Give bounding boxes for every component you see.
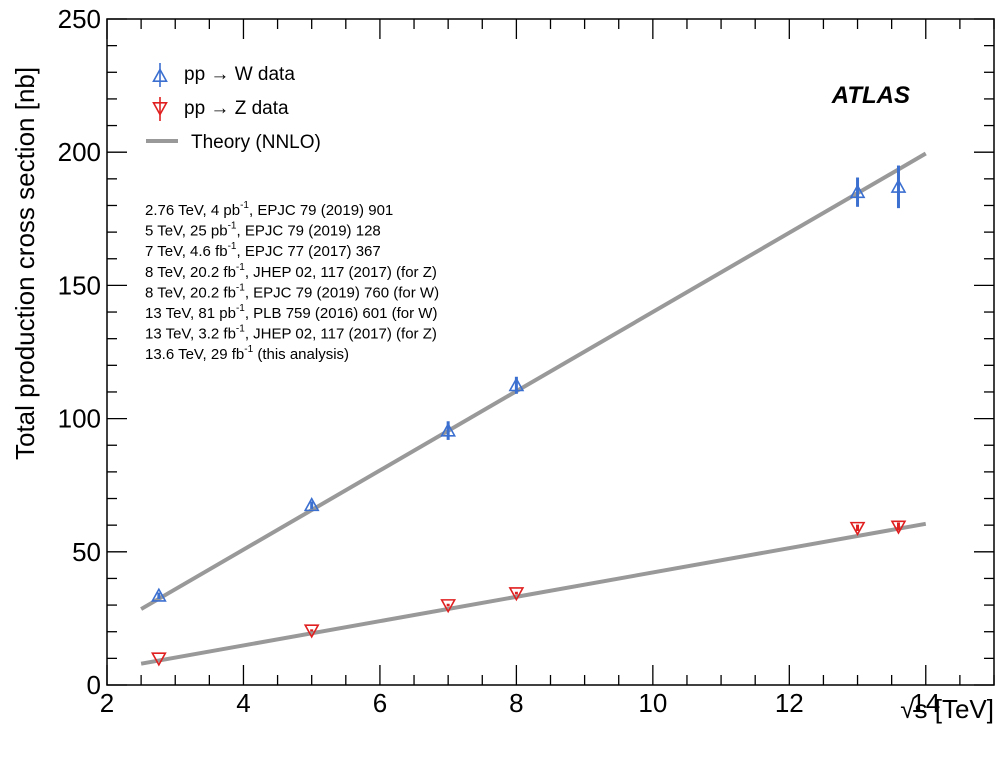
z-data-point — [849, 521, 866, 536]
reference-text: 8 TeV, 20.2 fb — [145, 284, 236, 301]
z-data-point — [440, 599, 457, 614]
w-data-point — [849, 184, 866, 199]
reference-citation: , EPJC 77 (2017) 367 — [236, 243, 380, 260]
reference-text: 5 TeV, 25 pb — [145, 223, 228, 240]
legend-w-triangle — [152, 67, 168, 82]
reference-text: 2.76 TeV, 4 pb — [145, 202, 240, 219]
reference-line: 13.6 TeV, 29 fb-1 (this analysis) — [145, 344, 349, 363]
w-data-point — [508, 377, 525, 392]
reference-citation: , PLB 759 (2016) 601 (for W) — [245, 305, 438, 322]
x-tick-label: 14 — [911, 688, 940, 718]
reference-text: 8 TeV, 20.2 fb — [145, 264, 236, 281]
z-data-point — [508, 587, 525, 602]
reference-text: 13 TeV, 3.2 fb — [145, 326, 236, 343]
x-tick-label: 2 — [100, 688, 114, 718]
reference-text: 7 TeV, 4.6 fb — [145, 243, 228, 260]
y-tick-label: 200 — [58, 137, 101, 167]
z-data-point — [303, 624, 320, 639]
reference-citation: , EPJC 79 (2019) 128 — [237, 223, 381, 240]
theory-line — [140, 151, 927, 611]
legend: pp → W data pp → Z data Theory (NNLO) — [146, 63, 321, 153]
x-axis-title: √s [TeV] — [900, 694, 994, 724]
reference-superscript: -1 — [228, 221, 237, 232]
reference-superscript: -1 — [236, 324, 245, 335]
legend-z-marker — [152, 97, 168, 121]
legend-theory-label: Theory (NNLO) — [191, 132, 321, 153]
reference-superscript: -1 — [228, 241, 237, 252]
x-tick-label: 6 — [373, 688, 387, 718]
x-tick-label: 10 — [638, 688, 667, 718]
legend-z-label: pp → Z data — [184, 98, 289, 119]
reference-superscript: -1 — [236, 262, 245, 273]
y-tick-label: 150 — [58, 270, 101, 300]
reference-superscript: -1 — [236, 282, 245, 293]
y-axis-ticks: 0 50 100 150 200 250 — [58, 4, 994, 700]
x-tick-label: 4 — [236, 688, 250, 718]
w-data-point — [440, 422, 457, 437]
theory-lines — [140, 151, 927, 666]
reference-line: 8 TeV, 20.2 fb-1, EPJC 79 (2019) 760 (fo… — [145, 282, 439, 301]
z-data-point — [150, 652, 167, 667]
reference-citation: , JHEP 02, 117 (2017) (for Z) — [245, 264, 437, 281]
reference-line: 5 TeV, 25 pb-1, EPJC 79 (2019) 128 — [145, 221, 381, 240]
reference-line: 2.76 TeV, 4 pb-1, EPJC 79 (2019) 901 — [145, 200, 393, 219]
y-axis-title: Total production cross section [nb] — [10, 67, 40, 460]
y-tick-label: 0 — [87, 670, 101, 700]
w-data-point — [890, 178, 907, 193]
y-tick-label: 250 — [58, 4, 101, 34]
data-markers — [150, 165, 907, 667]
atlas-label: ATLAS — [831, 82, 910, 109]
reference-text: 13.6 TeV, 29 fb — [145, 346, 244, 363]
reference-line: 7 TeV, 4.6 fb-1, EPJC 77 (2017) 367 — [145, 241, 381, 260]
reference-text: 13 TeV, 81 pb — [145, 305, 236, 322]
z-data-point — [890, 520, 907, 535]
theory-line — [140, 521, 927, 666]
reference-line: 8 TeV, 20.2 fb-1, JHEP 02, 117 (2017) (f… — [145, 262, 437, 281]
reference-line: 13 TeV, 3.2 fb-1, JHEP 02, 117 (2017) (f… — [145, 324, 437, 343]
w-data-point — [303, 497, 320, 512]
reference-citation: , EPJC 79 (2019) 760 (for W) — [245, 284, 439, 301]
legend-w-marker — [152, 63, 168, 87]
w-data-point — [150, 587, 167, 602]
reference-line: 13 TeV, 81 pb-1, PLB 759 (2016) 601 (for… — [145, 303, 437, 322]
x-axis-ticks: 2 4 6 8 10 12 14 — [100, 19, 995, 718]
legend-z-triangle — [152, 102, 168, 117]
reference-superscript: -1 — [240, 200, 249, 211]
y-tick-label: 100 — [58, 404, 101, 434]
reference-citation: (this analysis) — [253, 346, 349, 363]
reference-citation: , JHEP 02, 117 (2017) (for Z) — [245, 326, 437, 343]
x-tick-label: 12 — [775, 688, 804, 718]
reference-citation: , EPJC 79 (2019) 901 — [249, 202, 393, 219]
reference-superscript: -1 — [244, 344, 253, 355]
legend-w-label: pp → W data — [184, 64, 295, 85]
reference-superscript: -1 — [236, 303, 245, 314]
x-tick-label: 8 — [509, 688, 523, 718]
y-tick-label: 50 — [72, 537, 101, 567]
